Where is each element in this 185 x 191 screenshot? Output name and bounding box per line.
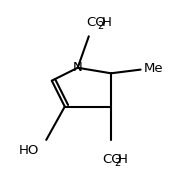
Text: H: H bbox=[118, 153, 128, 166]
Text: Me: Me bbox=[143, 62, 163, 75]
Text: H: H bbox=[101, 16, 111, 29]
Text: 2: 2 bbox=[114, 158, 120, 168]
Text: 2: 2 bbox=[97, 21, 104, 31]
Text: N: N bbox=[73, 61, 83, 74]
Text: CO: CO bbox=[86, 16, 106, 29]
Text: CO: CO bbox=[103, 153, 122, 166]
Text: HO: HO bbox=[18, 145, 39, 158]
